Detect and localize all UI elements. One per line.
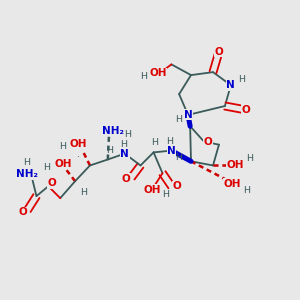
- Text: H: H: [167, 136, 173, 146]
- Text: N: N: [226, 80, 235, 90]
- Text: N: N: [120, 148, 129, 159]
- Text: N: N: [167, 146, 176, 156]
- Text: H: H: [141, 72, 148, 81]
- Text: OH: OH: [54, 159, 72, 169]
- Text: H: H: [106, 146, 113, 154]
- Text: H: H: [43, 163, 50, 172]
- Text: H: H: [243, 186, 250, 195]
- Text: H: H: [124, 130, 131, 139]
- Text: H: H: [23, 158, 30, 167]
- Text: H: H: [238, 75, 245, 84]
- Text: H: H: [80, 188, 88, 197]
- Text: H: H: [246, 154, 253, 163]
- Text: OH: OH: [143, 184, 161, 194]
- Text: O: O: [203, 137, 212, 147]
- Text: NH₂: NH₂: [16, 169, 38, 179]
- Text: NH₂: NH₂: [101, 126, 124, 136]
- Text: O: O: [241, 105, 250, 115]
- Text: H: H: [152, 138, 159, 147]
- Text: OH: OH: [149, 68, 167, 78]
- Text: O: O: [214, 47, 223, 57]
- Text: OH: OH: [224, 178, 241, 189]
- Text: H: H: [163, 190, 170, 200]
- Text: H: H: [175, 115, 182, 124]
- Text: N: N: [184, 110, 192, 120]
- Text: ·: ·: [77, 153, 80, 162]
- Text: O: O: [19, 207, 28, 218]
- Text: H: H: [120, 140, 127, 148]
- Text: OH: OH: [226, 160, 244, 170]
- Text: O: O: [172, 181, 181, 191]
- Text: H: H: [59, 142, 66, 151]
- Text: OH: OH: [70, 139, 87, 149]
- Text: O: O: [122, 174, 130, 184]
- Text: O: O: [47, 178, 56, 188]
- Text: H: H: [175, 153, 182, 162]
